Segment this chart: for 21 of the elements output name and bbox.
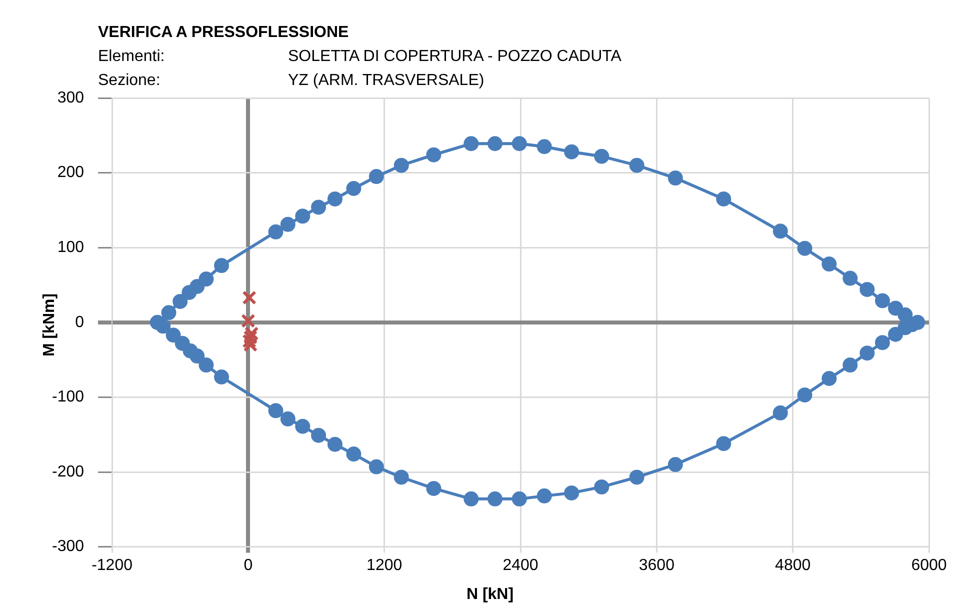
chart-title: VERIFICA A PRESSOFLESSIONE: [98, 24, 349, 42]
y-tick-label: 0: [75, 314, 84, 331]
y-tick-label: -200: [52, 463, 84, 480]
x-tick-label: 0: [244, 556, 253, 574]
text: YZ (ARM. TRASVERSALE): [288, 72, 484, 90]
x-tick-label: 1200: [366, 556, 402, 574]
y-tick-label: -100: [52, 388, 84, 406]
x-axis-title: N [kN]: [466, 586, 514, 604]
x-tick-label: 2400: [502, 556, 538, 574]
text: SOLETTA DI COPERTURA - POZZO CADUTA: [288, 48, 622, 66]
x-tick-label: 4800: [775, 556, 811, 574]
y-tick-label: -300: [52, 538, 84, 556]
text: Elementi:: [98, 48, 165, 66]
y-tick-label: 100: [57, 239, 84, 256]
x-tick-label: 3600: [638, 556, 675, 574]
y-tick-label: 200: [57, 164, 84, 182]
y-tick-label: 300: [57, 89, 84, 106]
y-axis-title: M [kNm]: [41, 293, 59, 357]
text: Sezione:: [98, 72, 160, 90]
x-tick-label: 6000: [911, 556, 947, 574]
x-tick-label: -1200: [92, 556, 133, 574]
